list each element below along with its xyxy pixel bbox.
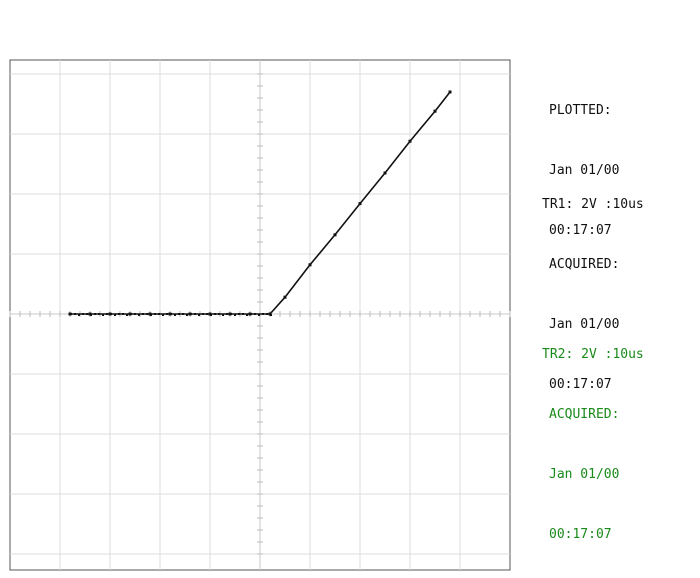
trace-1-sample: [262, 313, 264, 315]
trace-1-sample: [206, 313, 208, 315]
trace-1-sample: [158, 313, 160, 315]
trace-2-acquired-label: ACQUIRED:: [549, 407, 620, 422]
trace-1-sample: [230, 313, 232, 315]
trace-1-sample: [98, 313, 100, 315]
trace-1-sample: [114, 314, 116, 316]
trace-1-sample: [142, 313, 144, 315]
plotted-info: PLOTTED: Jan 01/00 00:17:07: [549, 61, 619, 261]
plotted-label: PLOTTED:: [549, 103, 612, 118]
trace-1-sample: [170, 313, 172, 315]
trace-1-sample: [266, 313, 268, 315]
trace-2-info: TR2: 2V :10us ACQUIRED: Jan 01/00 00:17:…: [542, 305, 644, 565]
trace-1-sample: [238, 313, 240, 315]
trace-1-sample: [182, 313, 184, 315]
trace-1-sample: [74, 313, 76, 315]
trace-1-point: [308, 263, 312, 267]
trace-1-sample: [82, 313, 84, 315]
trace-1-sample: [226, 313, 228, 315]
trace-1-sample: [126, 314, 128, 316]
trace-1-header: TR1: 2V :10us: [542, 197, 644, 212]
trace-2-header: TR2: 2V :10us: [542, 347, 644, 362]
trace-1-sample: [254, 313, 256, 315]
trace-1-sample: [90, 314, 92, 316]
trace-1-sample: [218, 313, 220, 315]
trace-1-sample: [194, 313, 196, 315]
trace-1-point: [383, 171, 387, 175]
plotted-date: Jan 01/00: [549, 163, 620, 178]
trace-1-sample: [106, 313, 108, 315]
trace-1-sample: [78, 314, 80, 316]
trace-1-sample: [186, 314, 188, 316]
trace-1-sample: [258, 314, 260, 316]
trace-1-sample: [102, 314, 104, 316]
trace-2-time: 00:17:07: [549, 527, 612, 542]
trace-1-sample: [190, 313, 192, 315]
trace-1-point: [358, 202, 362, 206]
trace-1-sample: [166, 313, 168, 315]
trace-1-info: TR1: 2V :10us ACQUIRED: Jan 01/00 00:17:…: [542, 155, 644, 415]
trace-1-point: [408, 139, 412, 143]
trace-1-sample: [214, 313, 216, 315]
trace-1-sample: [178, 313, 180, 315]
trace-1-sample: [154, 313, 156, 315]
trace-1-sample: [94, 313, 96, 315]
trace-1-sample: [150, 314, 152, 316]
trace-1-sample: [198, 314, 200, 316]
trace-2-date: Jan 01/00: [549, 467, 620, 482]
trace-1-sample: [250, 313, 252, 315]
trace-1-sample: [70, 313, 72, 315]
trace-1-sample: [162, 314, 164, 316]
trace-1-date: Jan 01/00: [549, 317, 620, 332]
trace-1-sample: [234, 314, 236, 316]
trace-1-sample: [210, 314, 212, 316]
trace-1-sample: [130, 313, 132, 315]
trace-1-sample: [242, 313, 244, 315]
trace-1-point: [333, 233, 337, 237]
trace-1-sample: [86, 313, 88, 315]
plotted-time: 00:17:07: [549, 223, 612, 238]
trace-1-sample: [138, 314, 140, 316]
trace-1-point: [283, 295, 287, 299]
trace-1-sample: [134, 313, 136, 315]
trace-1-sample: [122, 313, 124, 315]
trace-1-sample: [146, 313, 148, 315]
trace-1-sample: [202, 313, 204, 315]
trace-1-sample: [270, 314, 272, 316]
trace-1-sample: [222, 314, 224, 316]
trace-1-time: 00:17:07: [549, 377, 612, 392]
trace-1-sample: [118, 313, 120, 315]
trace-1-waveform: [68, 90, 452, 316]
trace-1-sample: [246, 314, 248, 316]
trace-1-sample: [174, 314, 176, 316]
trace-1-sample: [110, 313, 112, 315]
trace-1-point: [448, 90, 452, 94]
trace-1-point: [433, 109, 437, 113]
trace-1-acquired-label: ACQUIRED:: [549, 257, 620, 272]
